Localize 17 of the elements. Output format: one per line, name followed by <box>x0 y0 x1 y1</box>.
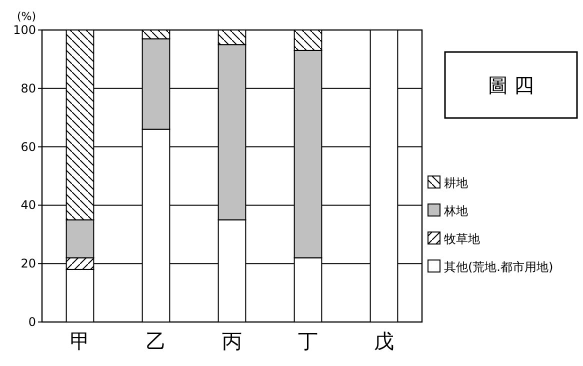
y-tick-label: 80 <box>20 81 36 96</box>
y-tick-label: 0 <box>28 315 36 329</box>
y-tick-label: 60 <box>20 140 36 154</box>
legend-label: 其他(荒地.都市用地) <box>444 260 554 274</box>
y-axis-title: (%) <box>16 10 36 23</box>
x-tick-label: 丁 <box>298 329 318 353</box>
y-tick-label: 40 <box>20 198 36 212</box>
legend-label: 耕地 <box>444 176 468 190</box>
x-tick-label: 甲 <box>70 329 90 353</box>
x-tick-label: 乙 <box>146 329 166 353</box>
text: 圖 四 <box>488 73 534 97</box>
y-tick-label: 100 <box>13 23 36 37</box>
legend-label: 牧草地 <box>444 232 480 246</box>
x-tick-label: 丙 <box>222 329 242 353</box>
y-tick-label: 20 <box>20 256 36 271</box>
x-tick-label: 戊 <box>374 329 394 353</box>
legend-label: 林地 <box>443 204 468 218</box>
